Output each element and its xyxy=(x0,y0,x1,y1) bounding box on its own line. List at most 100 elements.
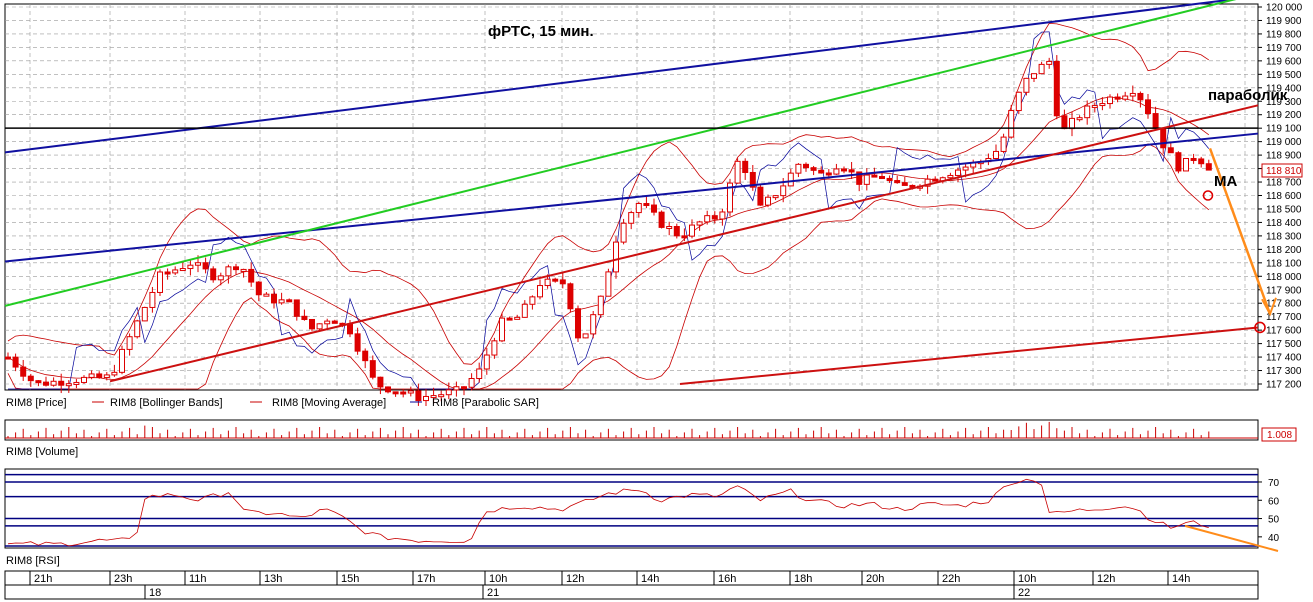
candle-body xyxy=(521,303,528,318)
trend-line-red-channel xyxy=(679,326,1259,385)
candle-body xyxy=(628,212,635,224)
candle-body xyxy=(1114,96,1121,100)
candle-body xyxy=(126,336,133,350)
candle-body xyxy=(635,203,642,214)
trend-lines xyxy=(4,0,1277,385)
candle-body xyxy=(1190,157,1197,161)
candle-body xyxy=(73,381,80,385)
candle-body xyxy=(347,323,353,335)
candle-body xyxy=(103,374,110,379)
candle-body xyxy=(81,376,87,383)
candle-body xyxy=(255,281,262,296)
candle-body xyxy=(742,160,749,173)
candle-body xyxy=(27,375,34,382)
candle-body xyxy=(331,320,338,324)
candle-body xyxy=(96,373,103,379)
candle-body xyxy=(689,224,695,237)
candle-body xyxy=(309,318,315,330)
candle-body xyxy=(316,323,323,330)
candle-body xyxy=(719,211,726,220)
candle-body xyxy=(385,386,391,393)
candle-body xyxy=(179,268,186,272)
price-tick-label: 118 200 xyxy=(1266,245,1302,256)
candle-body xyxy=(369,360,376,378)
candle-body xyxy=(65,383,72,387)
time-hour-label: 15h xyxy=(341,573,359,585)
volume-last-box xyxy=(1261,427,1297,442)
price-y-axis: 120 000 119 900 119 800 119 700 119 600 119 5… xyxy=(1258,3,1303,391)
candle-body xyxy=(195,262,201,266)
candle-body xyxy=(620,222,627,243)
candle-body xyxy=(613,241,619,273)
candle-body xyxy=(1137,92,1144,101)
candle-body xyxy=(1091,105,1098,109)
candle-body xyxy=(1031,73,1037,79)
candle-body xyxy=(863,174,870,185)
candle-body xyxy=(1000,136,1007,152)
candle-body xyxy=(468,378,475,388)
annotation-ma: MA xyxy=(1214,173,1237,190)
candle-body xyxy=(377,376,384,388)
candle-body xyxy=(1023,77,1030,93)
forecast-arrow xyxy=(1208,147,1272,315)
candle-body xyxy=(787,172,794,187)
rsi-y-axis: 70 60 50 40 xyxy=(1258,478,1280,544)
candle-body xyxy=(765,196,771,206)
candle-body xyxy=(164,271,171,275)
rsi-panel-frame xyxy=(4,468,1259,549)
candle-body xyxy=(1152,113,1159,129)
price-tick-label: 117 700 xyxy=(1266,312,1302,323)
time-hour-label: 20h xyxy=(866,573,884,585)
candle-body xyxy=(172,269,179,274)
candle-body xyxy=(514,316,521,320)
candle-body xyxy=(818,169,825,174)
price-legend: RIM8 [Price] RIM8 [Bollinger Bands] RIM8… xyxy=(6,397,539,409)
price-tick-label: 119 500 xyxy=(1266,70,1302,81)
legend-bands: RIM8 [Bollinger Bands] xyxy=(110,397,223,409)
candle-body xyxy=(210,268,217,281)
candle-body xyxy=(962,166,969,171)
candle-body xyxy=(825,172,832,176)
candle-body xyxy=(20,366,27,377)
time-hour-label: 16h xyxy=(718,573,736,585)
price-tick-label: 118 600 xyxy=(1266,191,1302,202)
price-tick-label: 119 600 xyxy=(1266,56,1302,67)
candle-body xyxy=(217,275,224,281)
candle-body xyxy=(772,195,779,199)
candle-body xyxy=(871,174,878,178)
last-price-box xyxy=(1261,163,1303,178)
candle-body xyxy=(263,293,270,297)
time-day-label: 22 xyxy=(1018,587,1030,599)
time-hour-label: 11h xyxy=(189,573,207,585)
candle-body xyxy=(5,356,11,360)
legend-price: RIM8 [Price] xyxy=(6,397,67,409)
candle-body xyxy=(149,291,156,308)
candle-body xyxy=(1129,92,1136,97)
price-tick-label: 117 500 xyxy=(1266,339,1302,350)
candle-body xyxy=(12,356,19,368)
time-day-label: 18 xyxy=(149,587,161,599)
candle-body xyxy=(643,203,650,207)
candle-body xyxy=(651,204,657,213)
candle-body xyxy=(1160,127,1167,149)
candle-body xyxy=(567,283,574,310)
candle-body xyxy=(438,394,445,398)
price-tick-label: 119 300 xyxy=(1266,97,1302,108)
price-tick-label: 118 700 xyxy=(1266,178,1302,189)
time-hour-label: 10h xyxy=(1018,573,1036,585)
candle-body xyxy=(286,299,293,303)
price-tick-label: 119 800 xyxy=(1266,29,1302,40)
candle-body xyxy=(157,271,163,293)
price-tick-label: 118 300 xyxy=(1266,231,1302,242)
price-tick-label: 117 800 xyxy=(1266,299,1302,310)
candle-body xyxy=(780,185,787,197)
candle-body xyxy=(88,373,95,378)
candle-body xyxy=(795,163,802,174)
target-circle-far xyxy=(1254,321,1266,334)
rsi-line xyxy=(7,478,1279,552)
candle-body xyxy=(483,354,490,370)
time-hour-label: 12h xyxy=(566,573,584,585)
candle-body xyxy=(1069,117,1075,130)
candle-body xyxy=(559,279,566,285)
candle-body xyxy=(856,171,863,185)
